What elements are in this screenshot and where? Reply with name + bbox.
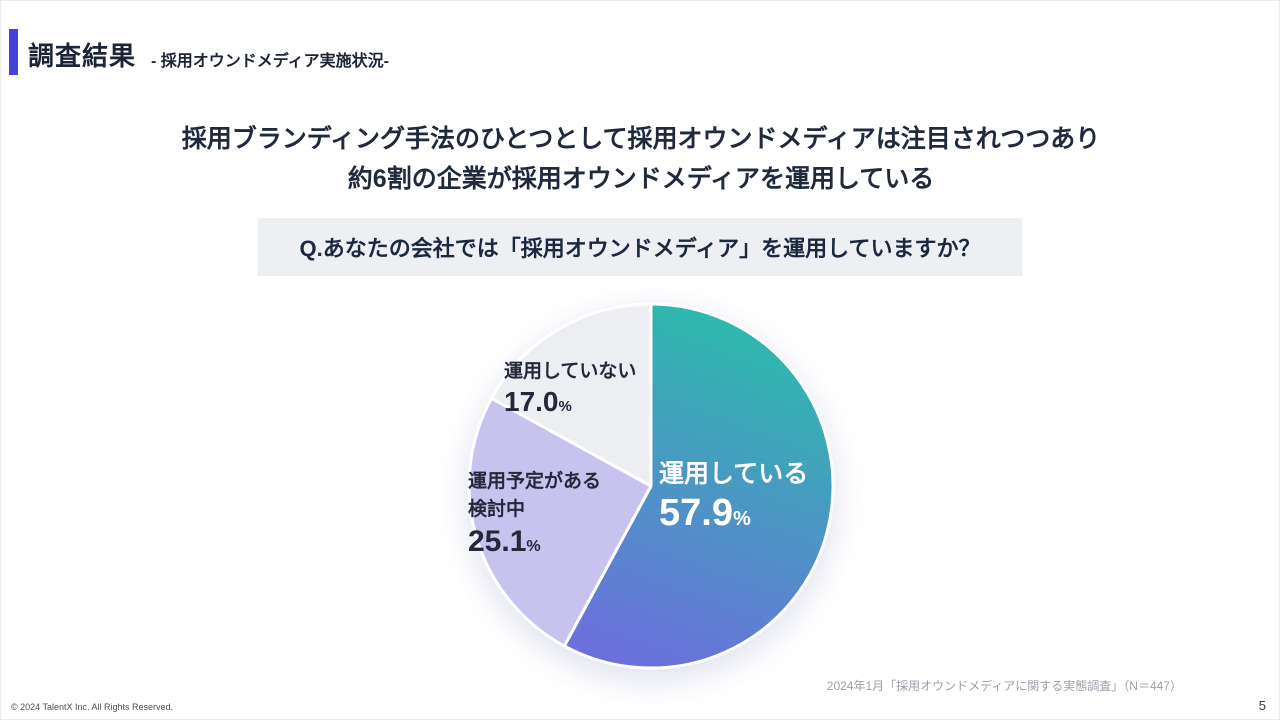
slice-label-text: 運用予定がある 検討中 [468, 471, 602, 520]
slice-label-not-operating: 運用していない 17.0% [504, 360, 636, 418]
page-number: 5 [1258, 698, 1266, 713]
slice-value: 25.1% [468, 525, 541, 559]
question-box: Q.あなたの会社では「採用オウンドメディア」を運用していますか？ [257, 218, 1023, 276]
slide-subtitle: - 採用オウンドメディア実施状況- [151, 53, 389, 70]
pie-chart: 運用している 57.9% 運用予定がある 検討中 25.1% 運用していない 1… [1, 296, 1279, 691]
slice-label-operating: 運用している 57.9% [659, 458, 808, 536]
copyright: © 2024 TalentX Inc. All Rights Reserved. [11, 702, 174, 712]
header-accent-bar [9, 29, 18, 75]
pie-slice-1 [467, 396, 653, 648]
slice-unit: % [732, 507, 751, 530]
slide-title: 調査結果 [28, 41, 137, 71]
slice-label-text: 運用している [659, 460, 809, 488]
headline: 採用ブランディング手法のひとつとして採用オウンドメディアは注目されつつあり 約6… [181, 125, 1101, 193]
slice-value: 57.9% [659, 491, 751, 534]
pie-chart-svg [467, 302, 835, 670]
slice-label-text: 運用していない [504, 361, 637, 382]
slice-value: 17.0% [504, 385, 572, 417]
slice-unit: % [558, 397, 572, 415]
slice-unit: % [526, 538, 541, 556]
pie-slice-0 [562, 302, 835, 670]
slice-label-planning: 運用予定がある 検討中 25.1% [468, 468, 601, 561]
source-note: 2024年1月「採用オウンドメディアに関する実態調査」（N＝447） [826, 679, 1182, 693]
pie-slice-2 [490, 302, 653, 488]
